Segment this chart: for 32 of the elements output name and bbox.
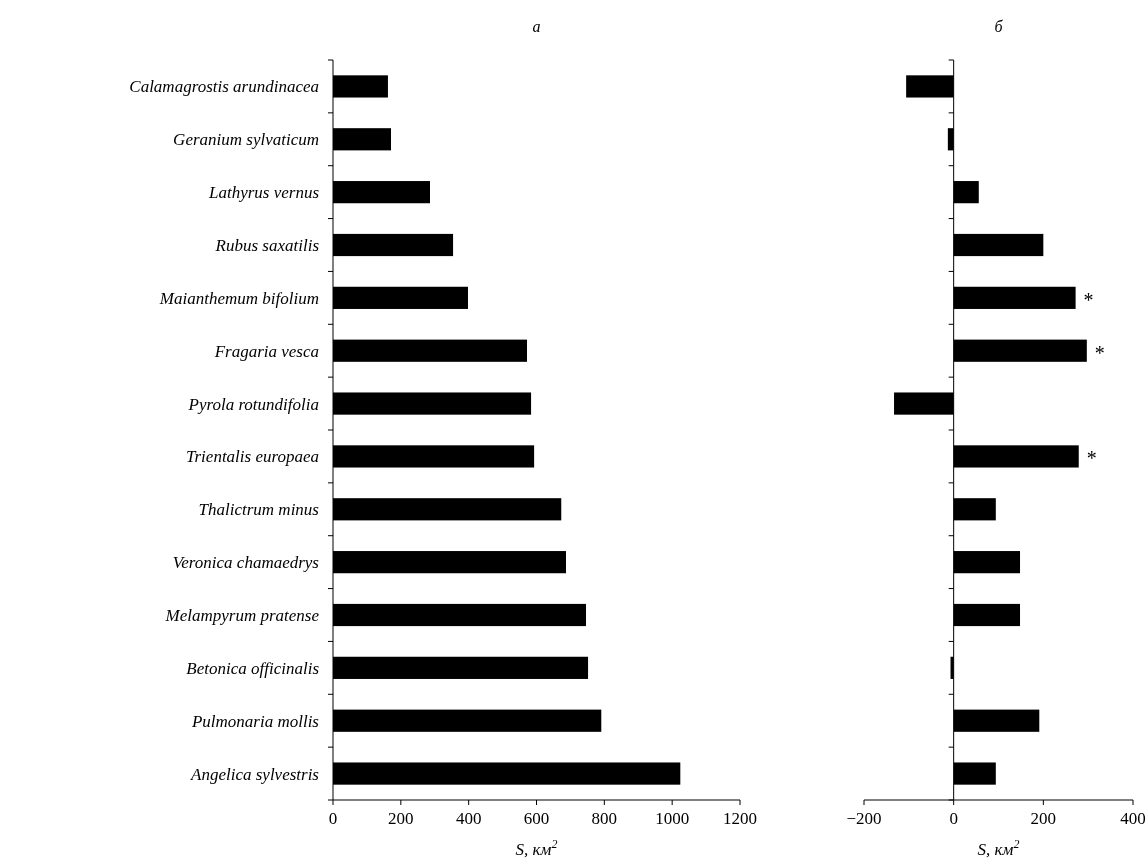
x-tick-label: 600 [523,809,550,828]
annotation: * [1094,341,1105,364]
y-tick-label: Pyrola rotundifolia [187,394,319,414]
chart-title: a [532,18,541,35]
x-tick-label: 200 [1030,809,1057,828]
x-tick-label: 400 [455,809,482,828]
y-tick-label: Melampyrum pratense [164,605,320,625]
y-tick-label: Pulmonaria mollis [190,711,320,731]
y-tick-label: Trientalis europaea [185,447,319,467]
x-axis-title: S, км$^{2}$ [515,837,558,859]
x-tick-label: 1200 [723,809,757,828]
y-tick-label: Veronica chamaedrys [172,553,320,573]
y-tick-label: Calamagrostis arundinacea [129,77,319,97]
x-axis-title: S, км$^{2}$ [977,837,1020,859]
y-tick-label: Geranium sylvaticum [173,130,319,150]
y-tick-label: Rubus saxatilis [214,235,320,255]
annotation: * [1083,288,1094,311]
x-tick-label: 1000 [655,809,690,828]
x-tick-label: 800 [591,809,618,828]
y-tick-label: Angelica sylvestris [190,764,320,784]
x-tick-label: 0 [949,809,958,828]
x-tick-label: −200 [846,809,882,828]
annotation: * [1086,447,1097,470]
y-tick-label: Betonica officinalis [186,658,320,678]
y-tick-label: Maianthemum bifolium [158,288,319,308]
y-tick-label: Thalictrum minus [198,500,320,520]
x-tick-label: 400 [1120,809,1146,828]
x-tick-label: 0 [328,809,338,828]
y-tick-label: Lathyrus vernus [207,183,320,203]
chart-title: б [994,18,1004,35]
x-tick-label: 200 [388,809,414,828]
y-tick-label: Fragaria vesca [213,341,319,361]
